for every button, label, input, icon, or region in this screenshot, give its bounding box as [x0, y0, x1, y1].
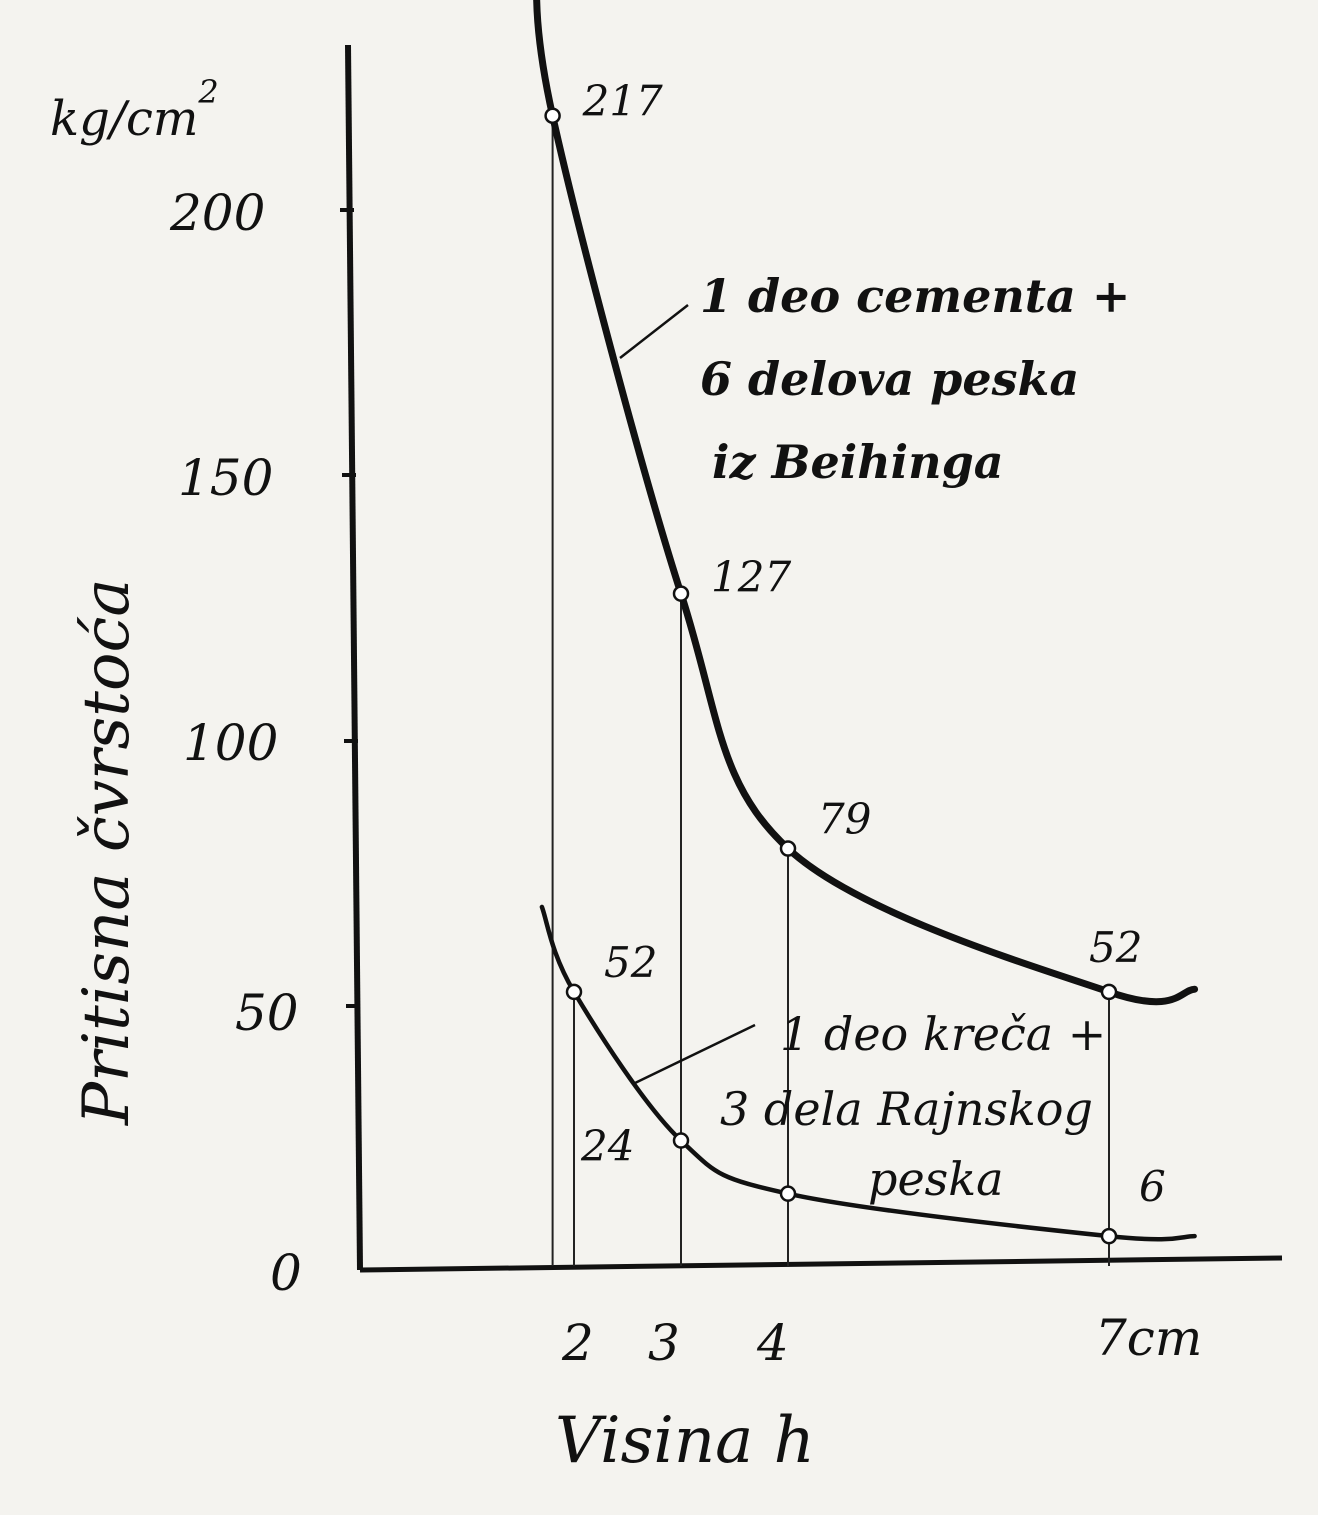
data-points — [544, 107, 1118, 1245]
y-tick-label-0: 0 — [270, 1244, 302, 1302]
leader-line-series-1 — [619, 304, 689, 359]
series-1-point-2 — [672, 585, 690, 602]
data-labels: 217 127 79 52 52 24 6 — [580, 77, 1166, 1211]
series-1-point-3 — [779, 840, 797, 857]
series-1-curve — [533, 0, 1199, 1006]
series-2-data-label-1: 52 — [604, 938, 657, 987]
legend-series-1-line-2: 6 delova peska — [700, 352, 1079, 406]
legend-series-1-line-1: 1 deo cementa + — [700, 269, 1130, 323]
series-2-point-3 — [779, 1185, 797, 1202]
series-1-data-label-4: 52 — [1089, 923, 1142, 972]
x-tick-label-4: 4 — [756, 1314, 789, 1372]
legend-series-2-line-2: 3 dela Rajnskog — [720, 1082, 1093, 1136]
x-axis-title: Visina h — [555, 1404, 815, 1478]
series-1-data-label-2: 127 — [711, 553, 791, 602]
x-tick-label-3: 3 — [648, 1314, 680, 1372]
y-tick-label-150: 150 — [178, 449, 273, 507]
series-2-point-1 — [565, 983, 583, 1001]
leader-line-series-2 — [634, 1023, 756, 1085]
y-axis-title: Pritisna čvrstoća — [70, 578, 144, 1126]
y-axis-line — [345, 44, 363, 1271]
series-1-point-1 — [544, 107, 561, 124]
series-1-data-label-1: 217 — [582, 77, 663, 126]
series-2-data-label-2: 24 — [580, 1122, 634, 1171]
y-unit-exponent: 2 — [197, 73, 218, 111]
y-tick-label-50: 50 — [235, 984, 299, 1042]
series-1-point-4 — [1100, 983, 1118, 1001]
y-tick-label-200: 200 — [169, 184, 265, 242]
x-tick-label-7cm: 7cm — [1095, 1309, 1202, 1367]
series-1-data-label-3: 79 — [818, 795, 871, 844]
y-tick-label-100: 100 — [183, 714, 278, 772]
legend-series-2-line-1: 1 deo kreča + — [780, 1007, 1106, 1061]
x-tick-label-2: 2 — [561, 1314, 594, 1372]
series-2-data-label-4: 6 — [1139, 1162, 1166, 1211]
y-unit-text: kg/cm — [50, 91, 198, 147]
x-axis-line — [359, 1255, 1283, 1273]
series-2-point-4 — [1100, 1227, 1118, 1245]
legend-series-2-line-3: peska — [868, 1152, 1004, 1206]
series-2-point-2 — [672, 1132, 690, 1149]
legend-series-1-line-3: iz Beihinga — [712, 435, 1004, 489]
y-unit-label: kg/cm2 — [50, 73, 219, 147]
